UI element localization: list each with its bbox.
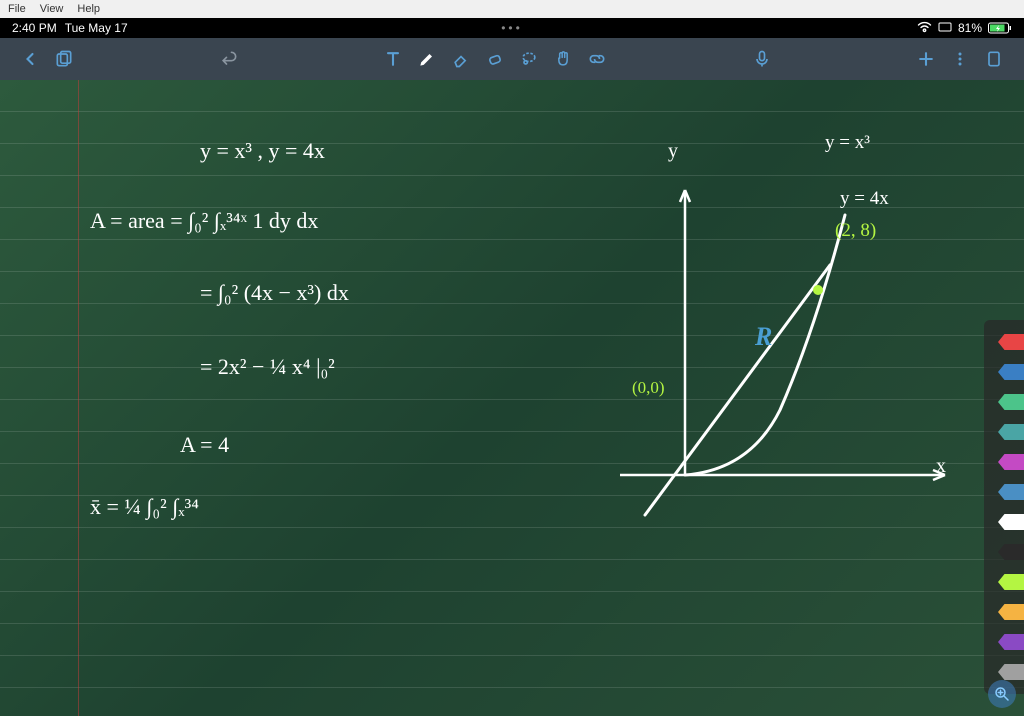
add-button[interactable] (914, 47, 938, 71)
more-button[interactable] (948, 47, 972, 71)
rotation-lock-icon (938, 21, 952, 36)
pen-color-blue[interactable] (984, 358, 1024, 386)
status-bar: 2:40 PM Tue May 17 ••• 81% (0, 18, 1024, 38)
pen-color-magenta[interactable] (984, 448, 1024, 476)
pen-color-lime[interactable] (984, 568, 1024, 596)
pen-color-black[interactable] (984, 538, 1024, 566)
status-date: Tue May 17 (65, 21, 128, 35)
mic-icon[interactable] (750, 47, 774, 71)
app-menu: File View Help (0, 0, 1024, 18)
eraser2-tool-icon[interactable] (483, 47, 507, 71)
duplicate-icon[interactable] (982, 47, 1006, 71)
pen-color-red[interactable] (984, 328, 1024, 356)
equation-3: = ∫₀² (4x − x³) dx (200, 280, 349, 306)
undo-button[interactable] (217, 47, 241, 71)
link-tool-icon[interactable] (585, 47, 609, 71)
menu-file[interactable]: File (8, 3, 26, 15)
eraser-tool-icon[interactable] (449, 47, 473, 71)
text-tool-icon[interactable] (381, 47, 405, 71)
equation-4: = 2x² − ¼ x⁴ |₀² (200, 354, 335, 380)
multitask-dots[interactable]: ••• (501, 21, 523, 35)
battery-pct: 81% (958, 21, 982, 35)
status-time: 2:40 PM (12, 21, 57, 35)
back-button[interactable] (18, 47, 42, 71)
wifi-icon (917, 21, 932, 36)
pen-color-orange[interactable] (984, 598, 1024, 626)
pages-icon[interactable] (52, 47, 76, 71)
equation-5: A = 4 (180, 432, 229, 458)
x-axis-label: x (936, 455, 946, 478)
equation-6: x̄ = ¼ ∫₀² ∫ₓ³⁴ (90, 494, 199, 520)
pen-color-teal[interactable] (984, 418, 1024, 446)
graph-sketch (600, 180, 970, 520)
margin-line (78, 80, 79, 716)
curve1-label: y = x³ (825, 132, 870, 154)
pen-color-green[interactable] (984, 388, 1024, 416)
hand-tool-icon[interactable] (551, 47, 575, 71)
pen-color-white[interactable] (984, 508, 1024, 536)
color-palette (984, 320, 1024, 694)
menu-view[interactable]: View (40, 3, 64, 15)
zoom-button[interactable] (988, 680, 1016, 708)
equation-2: A = area = ∫₀² ∫ₓ³⁴ˣ 1 dy dx (90, 208, 318, 234)
battery-icon (988, 22, 1012, 34)
pen-color-skyblue[interactable] (984, 478, 1024, 506)
lasso-tool-icon[interactable] (517, 47, 541, 71)
pen-tool-icon[interactable] (415, 47, 439, 71)
menu-help[interactable]: Help (77, 3, 100, 15)
y-axis-label: y (668, 140, 678, 163)
toolbar (0, 38, 1024, 80)
pen-color-purple[interactable] (984, 628, 1024, 656)
point-label: (2, 8) (835, 220, 876, 242)
origin-label: (0,0) (632, 378, 665, 398)
curve2-label: y = 4x (840, 188, 889, 210)
equation-1: y = x³ , y = 4x (200, 138, 325, 164)
drawing-canvas[interactable]: y = x³ , y = 4x A = area = ∫₀² ∫ₓ³⁴ˣ 1 d… (0, 80, 1024, 716)
region-label: R (755, 322, 772, 352)
